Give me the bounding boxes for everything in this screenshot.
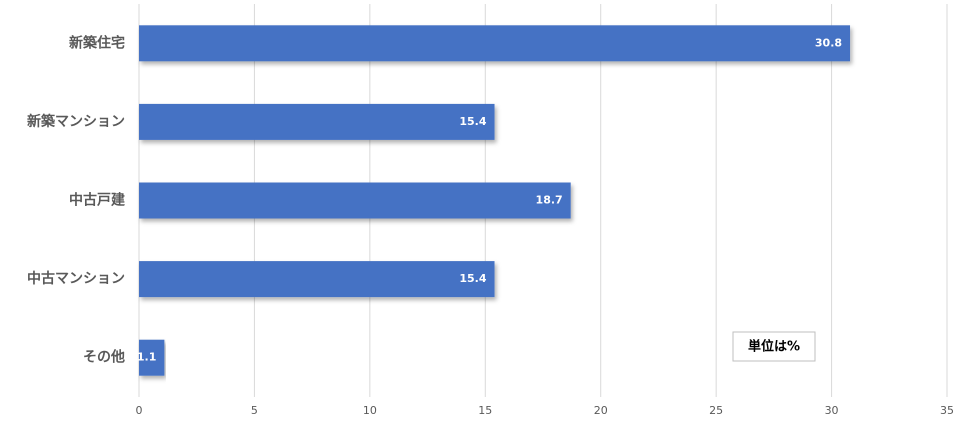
bar [139,103,495,140]
value-label: 1.1 [137,351,157,364]
x-tick-label: 0 [136,404,143,417]
value-label: 15.4 [459,272,486,285]
value-label: 30.8 [815,36,842,49]
x-tick-label: 5 [251,404,258,417]
y-tick-label: 新築マンション [27,113,125,130]
x-tick-label: 20 [594,404,608,417]
x-tick-label: 25 [709,404,723,417]
bar [139,25,851,62]
y-tick-label: 中古戸建 [69,192,125,209]
y-tick-label: その他 [83,349,125,366]
annotation-box [732,331,816,362]
bar [139,182,571,219]
annotation: 単位は% [748,339,800,355]
x-tick-label: 30 [825,404,839,417]
x-tick-label: 10 [363,404,377,417]
value-label: 15.4 [459,115,486,128]
x-tick-label: 35 [940,404,954,417]
y-tick-label: 新築住宅 [69,34,125,51]
x-tick-label: 15 [478,404,492,417]
bar [139,261,495,298]
bar [139,339,165,376]
y-tick-label: 中古マンション [27,270,125,287]
value-label: 18.7 [536,194,563,207]
